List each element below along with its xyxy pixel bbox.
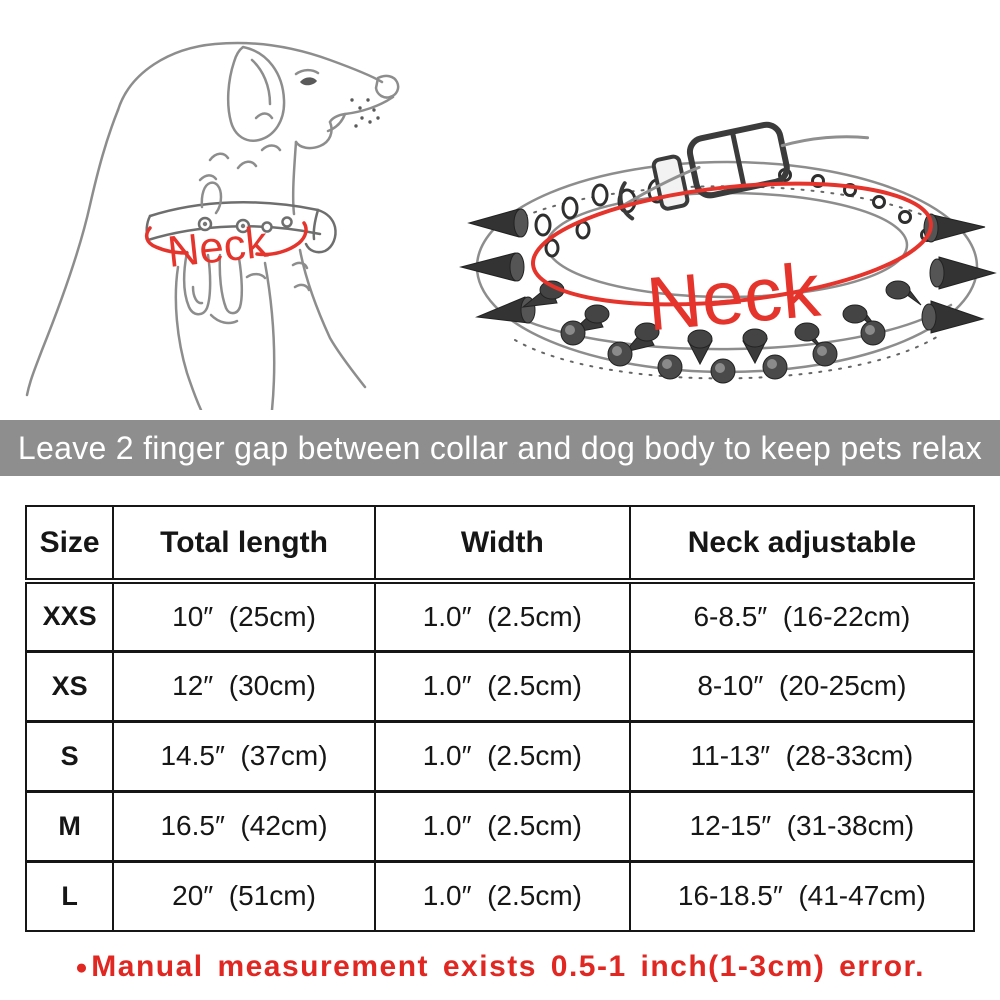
size-cell: L	[24, 859, 115, 932]
size-table-container: Size Total length Width Neck adjustable XXS…	[24, 505, 976, 932]
collar-illustration: Neck	[455, 105, 1000, 410]
size-cell: S	[24, 719, 115, 792]
neck-label-collar: Neck	[643, 248, 824, 348]
dog-eye-and-dots	[300, 77, 380, 128]
size-cell: XXS	[24, 579, 115, 652]
table-cell: 8-10″ (20-25cm)	[628, 649, 976, 722]
table-row: S 14.5″ (37cm) 1.0″ (2.5cm) 11-13″ (28-33cm…	[24, 719, 976, 792]
neck-label-dog: Neck	[165, 218, 271, 277]
bullet-icon: ●	[75, 956, 90, 979]
table-cell: 10″ (25cm)	[112, 579, 376, 652]
table-row: XXS 10″ (25cm) 1.0″ (2.5cm) 6-8.5″ (16-22cm…	[24, 579, 976, 652]
column-header: Neck adjustable	[628, 505, 976, 584]
size-table-header: Size Total length Width Neck adjustable	[24, 505, 976, 584]
measurement-note-text: Manual measurement exists 0.5-1 inch(1-3…	[91, 950, 925, 983]
table-cell: 20″ (51cm)	[112, 859, 376, 932]
dog-illustration: Neck	[15, 15, 460, 410]
size-table: Size Total length Width Neck adjustable XXS…	[24, 505, 976, 932]
measurement-note: ● Manual measurement exists 0.5-1 inch(1…	[0, 942, 1000, 992]
collar-spikes-right	[921, 213, 997, 334]
table-cell: 16-18.5″ (41-47cm)	[628, 859, 976, 932]
collar-studs	[560, 320, 886, 384]
dog-outline	[25, 41, 400, 397]
neck-annotation-collar: Neck	[531, 181, 933, 348]
collar-sketch-svg: Neck	[459, 121, 997, 384]
table-cell: 1.0″ (2.5cm)	[373, 719, 631, 792]
table-row: XS 12″ (30cm) 1.0″ (2.5cm) 8-10″ (20-25cm)	[24, 649, 976, 722]
table-row: M 16.5″ (42cm) 1.0″ (2.5cm) 12-15″ (31-38cm…	[24, 789, 976, 862]
table-cell: 1.0″ (2.5cm)	[373, 859, 631, 932]
table-cell: 12″ (30cm)	[112, 649, 376, 722]
column-header: Size	[24, 505, 115, 584]
size-table-body: XXS 10″ (25cm) 1.0″ (2.5cm) 6-8.5″ (16-22cm…	[24, 579, 976, 932]
table-cell: 1.0″ (2.5cm)	[373, 649, 631, 722]
column-header: Width	[373, 505, 631, 584]
size-cell: M	[24, 789, 115, 862]
dog-sketch-svg: Neck	[25, 41, 400, 410]
dog-collar-band	[145, 201, 337, 254]
neck-annotation-dog: Neck	[144, 218, 308, 277]
size-cell: XS	[24, 649, 115, 722]
collar-spikes-left	[459, 208, 536, 324]
table-row: L 20″ (51cm) 1.0″ (2.5cm) 16-18.5″ (41-47cm…	[24, 859, 976, 932]
collar-spikes-front	[521, 280, 922, 366]
column-header: Total length	[112, 505, 376, 584]
table-cell: 14.5″ (37cm)	[112, 719, 376, 792]
instruction-banner: Leave 2 finger gap between collar and do…	[0, 420, 1000, 476]
instruction-banner-text: Leave 2 finger gap between collar and do…	[17, 429, 983, 466]
table-cell: 12-15″ (31-38cm)	[628, 789, 976, 862]
table-cell: 6-8.5″ (16-22cm)	[628, 579, 976, 652]
table-cell: 16.5″ (42cm)	[112, 789, 376, 862]
hand-outline	[174, 181, 276, 410]
table-cell: 1.0″ (2.5cm)	[373, 789, 631, 862]
table-cell: 11-13″ (28-33cm)	[628, 719, 976, 792]
table-cell: 1.0″ (2.5cm)	[373, 579, 631, 652]
